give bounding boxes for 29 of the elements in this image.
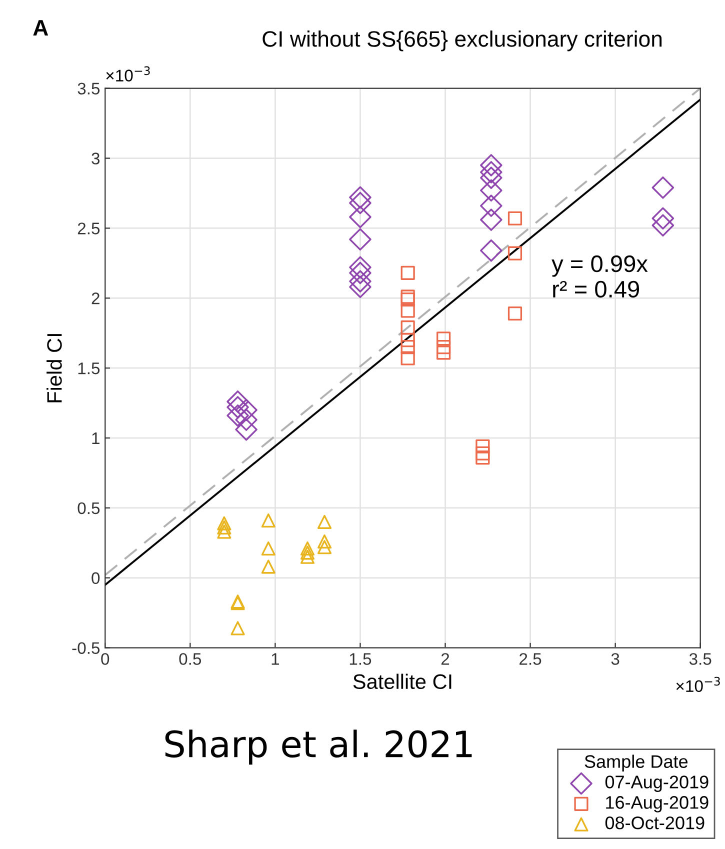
x-tick-label: 0 xyxy=(101,653,110,665)
text: ×10$^{−3}$ xyxy=(106,66,150,82)
x-tick-label: 1.5 xyxy=(350,653,372,665)
x-tick-label: 1 xyxy=(272,653,280,665)
legend-label: 08-Oct-2019 xyxy=(605,816,704,830)
y-tick-label: 0 xyxy=(92,572,100,584)
x-tick-label: 0.5 xyxy=(179,653,202,665)
text: Sharp et al. 2021 xyxy=(165,730,472,765)
x-tick-label: 3 xyxy=(611,653,620,665)
y-tick-label: 2.5 xyxy=(78,222,100,234)
legend-label: 16-Aug-2019 xyxy=(606,796,708,812)
text: A xyxy=(33,20,48,36)
x-axis-title: Satellite CI xyxy=(353,674,452,690)
y-tick-label: 3 xyxy=(92,152,100,164)
legend-label: 07-Aug-2019 xyxy=(605,776,708,792)
y-tick-label: 0.5 xyxy=(78,502,100,514)
chart-title: CI without SS{665} exclusionary criterion xyxy=(262,30,662,52)
annotation: y = 0.99x r² = 0.49 xyxy=(552,255,648,298)
x-tick-label: 3.5 xyxy=(689,653,712,665)
text: ×10$^{−3}$ xyxy=(676,676,720,692)
y-axis-title: Field CI xyxy=(46,334,62,402)
legend-title: Sample Date xyxy=(584,754,688,772)
y-tick-label: 1.5 xyxy=(78,362,100,374)
y-tick-label: 1 xyxy=(92,432,100,444)
x-tick-label: 2 xyxy=(441,653,450,665)
y-tick-label: 2 xyxy=(92,292,100,304)
y-tick-label: -0.5 xyxy=(72,642,100,654)
x-tick-label: 2.5 xyxy=(520,653,542,665)
y-tick-label: 3.5 xyxy=(78,82,100,94)
